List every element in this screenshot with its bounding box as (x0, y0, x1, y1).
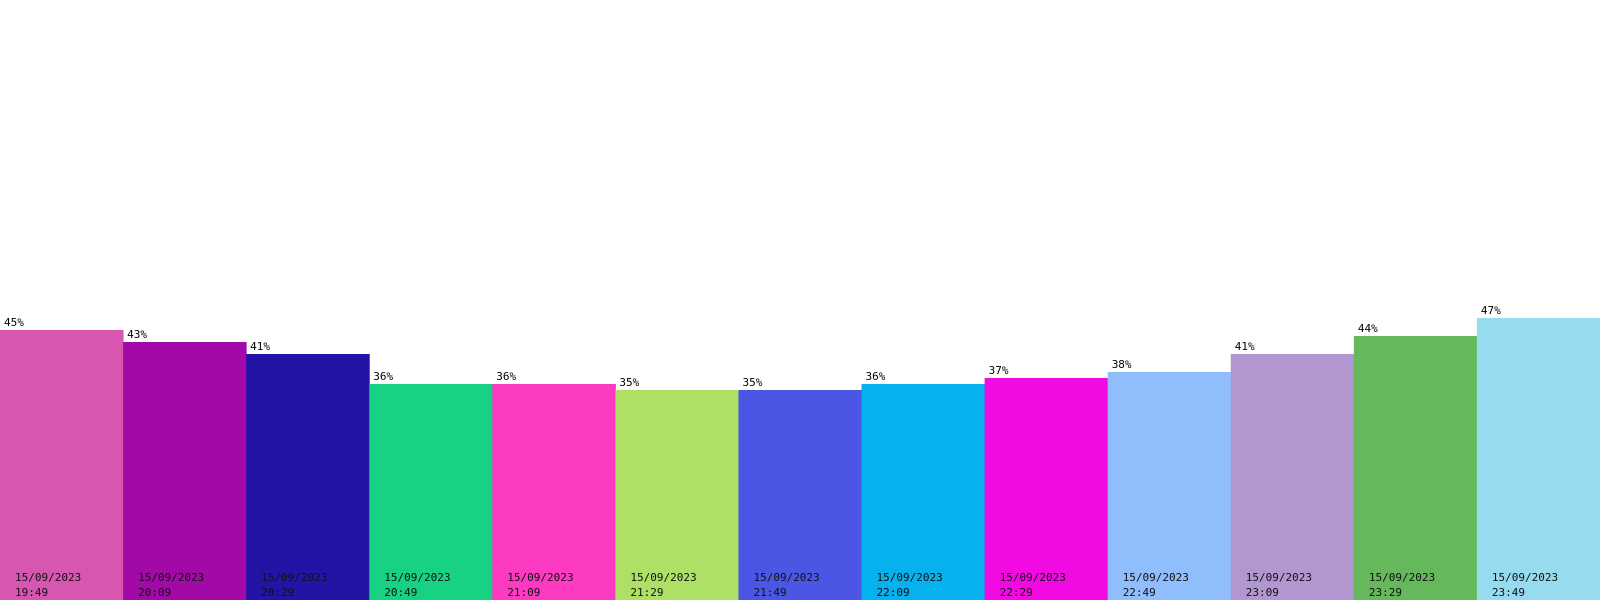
bar-5 (492, 384, 616, 600)
value-label-3: 41% (250, 340, 270, 353)
value-label-10: 38% (1112, 358, 1132, 371)
x-tick-label-4: 15/09/2023 20:49 (384, 571, 450, 599)
bar-2 (123, 342, 247, 600)
bars-group (0, 318, 1600, 600)
value-label-13: 47% (1481, 304, 1501, 317)
x-tick-label-9: 15/09/2023 22:29 (1000, 571, 1066, 599)
bar-13 (1476, 318, 1600, 600)
value-label-6: 35% (619, 376, 639, 389)
x-tick-label-12: 15/09/2023 23:29 (1369, 571, 1435, 599)
bar-6 (615, 390, 739, 600)
value-labels-group: 45% 43% 41% 36% 36% 35% 35% 36% 37% 38% 41% 44% 47% (4, 304, 1501, 389)
value-label-2: 43% (127, 328, 147, 341)
value-label-8: 36% (866, 370, 886, 383)
value-label-12: 44% (1358, 322, 1378, 335)
x-tick-label-1: 15/09/2023 19:49 (15, 571, 81, 599)
value-label-7: 35% (742, 376, 762, 389)
value-label-11: 41% (1235, 340, 1255, 353)
x-tick-label-5: 15/09/2023 21:09 (507, 571, 573, 599)
x-tick-label-10: 15/09/2023 22:49 (1123, 571, 1189, 599)
bar-11 (1230, 354, 1355, 600)
value-label-1: 45% (4, 316, 24, 329)
x-tick-label-6: 15/09/2023 21:29 (630, 571, 696, 599)
x-tick-label-2: 15/09/2023 20:09 (138, 571, 204, 599)
x-tick-labels-group: 15/09/2023 19:49 15/09/2023 20:09 15/09/2023… (15, 571, 1558, 599)
value-label-9: 37% (989, 364, 1009, 377)
value-label-4: 36% (373, 370, 393, 383)
bar-7 (738, 390, 863, 600)
bar-3 (246, 354, 370, 600)
value-label-5: 36% (496, 370, 516, 383)
x-tick-label-7: 15/09/2023 21:49 (753, 571, 819, 599)
bar-1 (0, 330, 124, 600)
bar-4 (369, 384, 493, 600)
x-tick-label-13: 15/09/2023 23:49 (1492, 571, 1558, 599)
x-tick-label-11: 15/09/2023 23:09 (1246, 571, 1312, 599)
x-tick-label-3: 15/09/2023 20:29 (261, 571, 327, 599)
bar-9 (984, 378, 1109, 600)
bar-10 (1107, 372, 1232, 600)
bar-12 (1353, 336, 1478, 600)
bar-8 (861, 384, 986, 600)
x-tick-label-8: 15/09/2023 22:09 (877, 571, 943, 599)
